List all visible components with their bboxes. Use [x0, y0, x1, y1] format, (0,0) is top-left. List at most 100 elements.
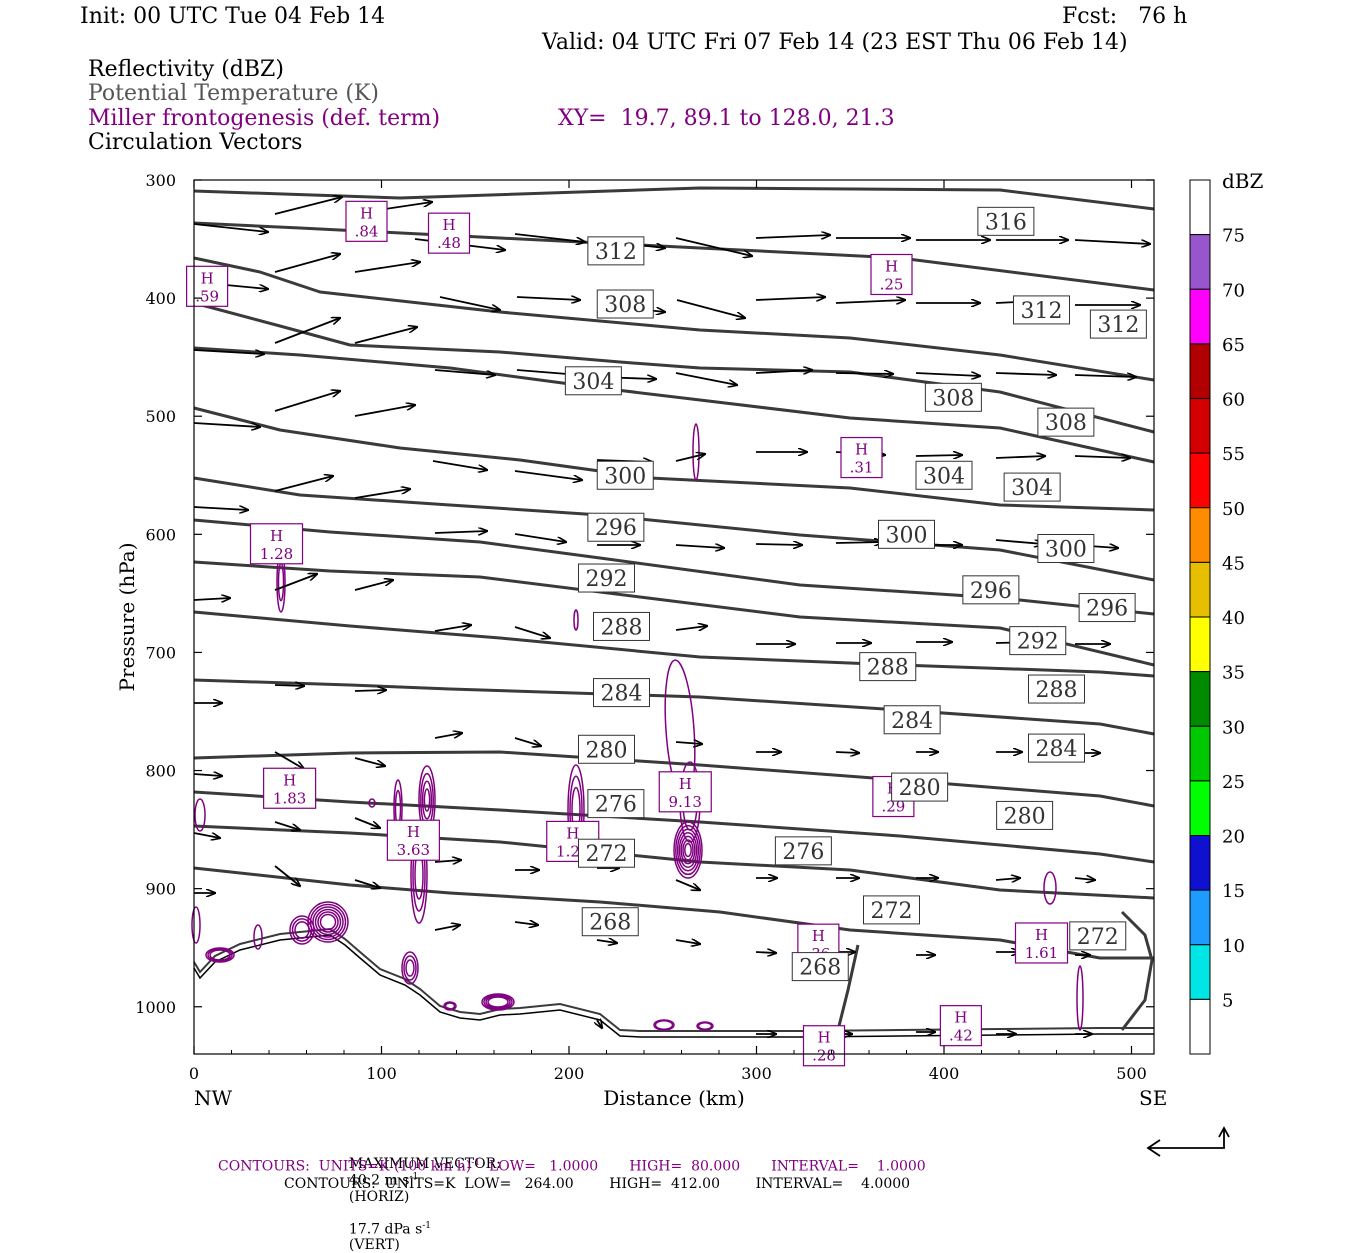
frontogenesis-contour [289, 915, 315, 945]
isentrope-label-box [924, 382, 982, 412]
isentrope-label: 304 [923, 464, 965, 489]
frontogenesis-contour [291, 918, 313, 942]
valid-time: Valid: 04 UTC Fri 07 Feb 14 (23 EST Thu … [542, 30, 1128, 55]
circulation-vector [193, 223, 268, 232]
circulation-vector [514, 470, 582, 480]
circulation-vector [354, 262, 420, 273]
isentrope-label-box [596, 460, 654, 490]
isentrope-label: 268 [589, 911, 631, 936]
cross-section-chart: H.84 H.48H.59H.25H.31H1.28H1.83H3.63H1.25… [115, 169, 1264, 1157]
h-marker-letter: H [1035, 926, 1048, 944]
circulation-vector [193, 598, 230, 600]
isentrope-label: 272 [586, 842, 628, 867]
frontogenesis-contour [307, 901, 349, 943]
h-marker-letter: H [407, 823, 420, 841]
h-marker-letter: H [855, 441, 868, 459]
circulation-vector [676, 299, 745, 318]
h-marker-box [249, 523, 304, 565]
h-marker-letter: H [566, 824, 579, 842]
colorbar-label: 75 [1222, 226, 1245, 247]
circulation-vector [1074, 375, 1136, 377]
circulation-vector [597, 1020, 602, 1028]
y-tick-label: 700 [145, 643, 176, 662]
frontogenesis-contour [207, 948, 233, 962]
contours1-exponent: -1 [471, 1158, 481, 1168]
circulation-vector [675, 879, 700, 890]
y-tick-label: 500 [145, 407, 176, 426]
h-marker-value: .48 [437, 234, 461, 252]
colorbar-label: 70 [1222, 280, 1245, 301]
isentrope-label: 304 [1011, 476, 1053, 501]
colorbar-label: 65 [1222, 335, 1245, 356]
circulation-vectors [193, 197, 1150, 1034]
circulation-vector [354, 690, 386, 691]
y-tick-label: 1000 [135, 998, 176, 1017]
isentrope-label: 276 [782, 840, 824, 865]
reflectivity-colorbar: 5 10 15 20 25 30 35 40 45 50 55 60 65 70 75 [1189, 179, 1245, 1055]
isentrope-label-box [791, 952, 849, 982]
colorbar-swatch [1189, 616, 1211, 673]
frontogenesis-contour [194, 798, 206, 832]
isentrope-line [193, 560, 1155, 667]
cross-section-endpoints: XY= 19.7, 89.1 to 128.0, 21.3 [558, 106, 895, 131]
circulation-vector [1074, 239, 1150, 244]
colorbar-swatch [1189, 234, 1211, 290]
isentrope-label-box [1009, 626, 1067, 656]
isentrope-label-box [1028, 674, 1085, 704]
circulation-vector [274, 254, 340, 273]
isentrope-line [193, 406, 1155, 512]
colorbar-label: 40 [1222, 608, 1245, 629]
frontogenesis-contour [483, 994, 513, 1010]
isentrope-label: 268 [799, 956, 841, 981]
h-marker-value: 3.63 [397, 841, 430, 859]
isentrope-label: 312 [1021, 299, 1063, 324]
isentrope-line [193, 610, 1155, 678]
h-marker-box [840, 436, 883, 479]
isentrope-label: 300 [1045, 537, 1087, 562]
frontogenesis-contour [485, 995, 511, 1009]
circulation-vector [755, 952, 776, 953]
x-tick-label: 200 [554, 1064, 585, 1083]
field-potential-temperature: Potential Temperature (K) [88, 81, 379, 106]
isentrope-label-box [578, 838, 635, 868]
horiz-exponent: -1 [409, 1172, 419, 1182]
isentrope-label-box [1037, 407, 1095, 437]
isentrope-line [193, 824, 1155, 900]
circulation-vector [835, 300, 905, 303]
circulation-vector [434, 860, 461, 862]
h-marker-box [802, 1025, 846, 1067]
colorbar-title: dBZ [1222, 169, 1264, 193]
isentrope-label: 308 [604, 293, 646, 318]
h-marker-letter: H [812, 927, 825, 945]
isentrope-line [836, 944, 860, 1031]
h-marker-box [427, 212, 471, 254]
isentrope-label-box [587, 236, 645, 266]
frontogenesis-contour [673, 821, 703, 879]
field-circulation-vectors: Circulation Vectors [88, 130, 303, 155]
init-time: Init: 00 UTC Tue 04 Feb 14 [80, 4, 386, 29]
h-marker-box [1014, 922, 1069, 964]
frontogenesis-contour [294, 921, 310, 939]
isentrope-label-box [996, 800, 1054, 830]
frontogenesis-contour [697, 1022, 713, 1030]
circulation-vector [193, 507, 248, 510]
colorbar-label: 45 [1222, 553, 1245, 574]
circulation-vector [193, 349, 264, 354]
circulation-vector [915, 373, 980, 376]
circulation-vector [514, 737, 541, 746]
isentrope-label-box [581, 907, 639, 937]
terrain-line [193, 927, 1154, 1032]
circulation-vector [675, 626, 707, 630]
isentrope-line [193, 256, 1155, 382]
frontogenesis-contour [444, 1002, 456, 1010]
h-marker-letter: H [442, 216, 455, 234]
isentrope-label: 308 [1045, 411, 1087, 436]
circulation-vector [193, 774, 222, 776]
circulation-vector [432, 460, 487, 470]
h-marker-letter: H [885, 257, 898, 275]
isentrope-label: 292 [586, 567, 628, 592]
frontogenesis-contour [314, 908, 342, 936]
circulation-vector [514, 233, 585, 242]
isentrope-label-box [587, 789, 645, 819]
frontogenesis-contour [317, 911, 339, 933]
